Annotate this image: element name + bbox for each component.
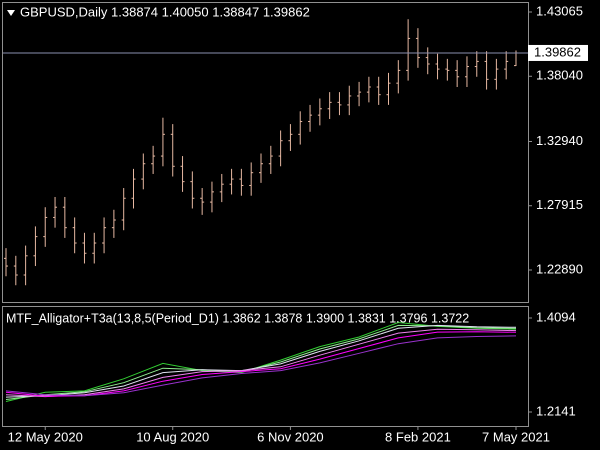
indicator-panel (2, 306, 529, 427)
indicator-title: MTF_Alligator+T3a(13,8,5(Period_D1) 1.38… (6, 311, 469, 325)
x-tick-label: 6 Nov 2020 (257, 429, 324, 444)
indicator-line (5, 328, 517, 398)
indicator-line (5, 335, 517, 397)
y-tick-label: 1.43065 (536, 3, 583, 18)
y-tick-label: 1.22890 (536, 261, 583, 276)
menu-arrow[interactable] (7, 10, 15, 16)
last-price-label: 1.39862 (534, 44, 581, 59)
last-price-box (528, 44, 588, 61)
chart-title: GBPUSD,Daily 1.38874 1.40050 1.38847 1.3… (20, 4, 310, 19)
y-tick-label: 1.38040 (536, 68, 583, 83)
x-tick-label: 8 Feb 2021 (385, 429, 451, 444)
y-tick-label: 1.32940 (536, 133, 583, 148)
y-tick-label: 1.2141 (536, 403, 576, 418)
indicator-line (5, 324, 517, 398)
x-tick-label: 7 May 2021 (482, 429, 550, 444)
x-tick-label: 10 Aug 2020 (136, 429, 209, 444)
x-tick-label: 12 May 2020 (8, 429, 83, 444)
main-panel (2, 2, 529, 303)
y-tick-label: 1.27915 (536, 197, 583, 212)
y-tick-label: 1.4094 (536, 309, 576, 324)
